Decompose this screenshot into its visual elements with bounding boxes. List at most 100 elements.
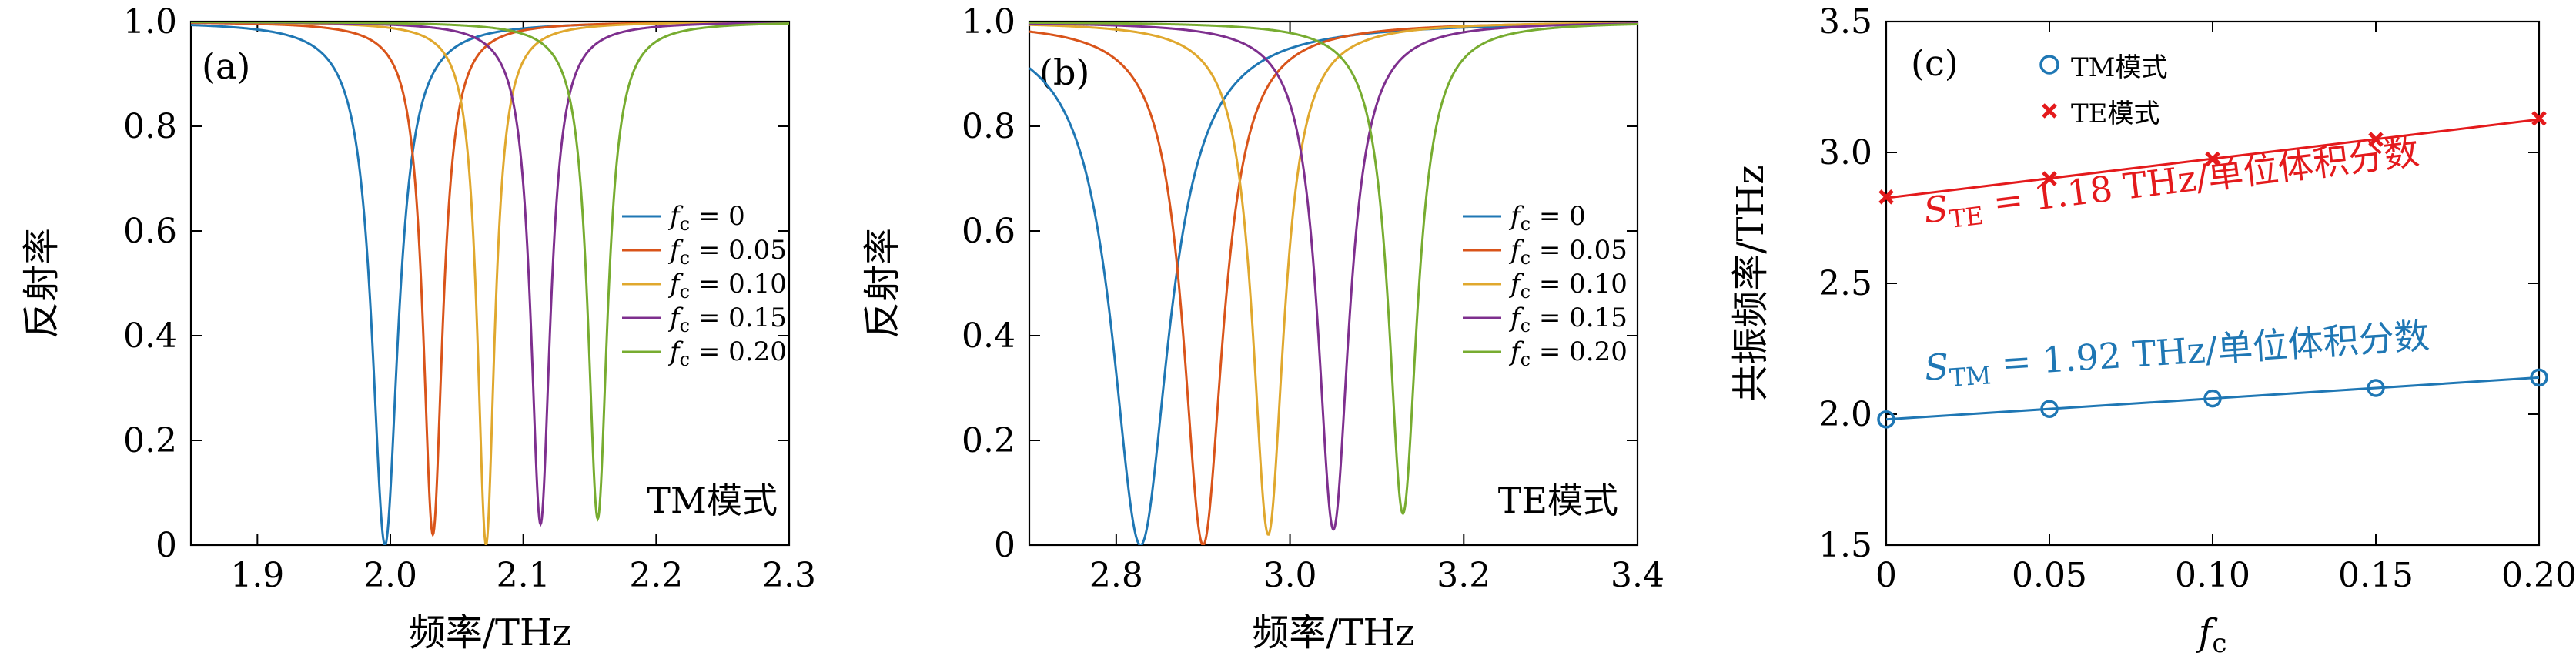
x-tick-label: 0.05: [2012, 556, 2087, 595]
legend-sub: c: [1521, 281, 1531, 303]
data-point-x: [2042, 171, 2057, 186]
y-tick-label: 0.2: [123, 421, 177, 460]
data-point-circle: [2040, 400, 2059, 418]
x-tick-label: 3.0: [1263, 556, 1317, 595]
y-tick-label: 1.0: [962, 2, 1015, 42]
legend-entry: TE模式: [2071, 99, 2160, 129]
series-line-5: [1029, 22, 1638, 516]
data-point-circle: [2530, 368, 2548, 387]
x-tick-label: 0: [1875, 556, 1897, 595]
legend-entry: fc = 0.10: [667, 269, 787, 303]
x-axis-label: fc: [2196, 611, 2227, 659]
y-tick-label: 0.8: [123, 107, 177, 146]
legend-marker-circle: [2039, 55, 2059, 75]
panel-label: (a): [202, 45, 250, 87]
x-tick-label: 0.20: [2501, 556, 2576, 595]
legend-eq: = 0.20: [1531, 336, 1628, 367]
legend-marker-x: [2042, 103, 2057, 119]
series-line-5: [191, 22, 789, 522]
y-tick-label: 0.6: [962, 212, 1015, 251]
legend-eq: = 0.15: [690, 303, 787, 333]
legend-sub: c: [680, 247, 690, 269]
data-point-x: [2531, 111, 2547, 126]
data-point-x: [2205, 151, 2220, 167]
x-tick-label: 0.15: [2338, 556, 2414, 595]
legend-eq: = 0.15: [1531, 303, 1628, 333]
y-tick-label: 3.0: [1818, 133, 1872, 172]
legend-eq: = 0.05: [690, 235, 787, 266]
y-tick-label: 2.5: [1818, 264, 1872, 303]
x-axis-label: 频率/THz: [409, 611, 571, 654]
annotation-sub: TM: [1949, 360, 1992, 392]
y-tick-label: 1.5: [1818, 526, 1872, 565]
y-tick-label: 0.6: [123, 212, 177, 251]
legend-entry: fc = 0.20: [667, 336, 787, 370]
legend-eq: = 0: [690, 201, 745, 232]
panel-label: (c): [1911, 42, 1959, 84]
x-tick-label: 2.8: [1089, 556, 1143, 595]
y-tick-label: 0.2: [962, 421, 1015, 460]
annotation-text: = 1.92 THz/单位体积分数: [1989, 315, 2431, 384]
legend-sub: c: [1521, 349, 1531, 370]
mode-label: TE模式: [1498, 480, 1618, 521]
data-point-circle: [2203, 389, 2222, 408]
plot-frame: [1885, 20, 2541, 547]
legend-entry: fc = 0.10: [1508, 269, 1628, 303]
y-tick-label: 3.5: [1818, 2, 1872, 42]
y-axis-label: 共振频率/THz: [1729, 165, 1772, 401]
annotation-var: S: [1922, 187, 1951, 231]
annotation-text: = 1.18 THz/单位体积分数: [1979, 131, 2421, 225]
x-tick-label: 3.4: [1611, 556, 1664, 595]
panel-label: (b): [1039, 52, 1089, 93]
legend-sub: c: [1521, 315, 1531, 336]
plot-frame: [1028, 20, 1639, 547]
legend-entry: fc = 0: [1508, 201, 1586, 235]
legend-sub: c: [680, 349, 690, 370]
legend-entry: fc = 0.20: [1508, 336, 1628, 370]
x-axis-label-sub: c: [2212, 628, 2226, 659]
data-point-circle: [2367, 379, 2385, 397]
legend-entry: fc = 0.05: [1508, 235, 1628, 269]
series-line-3: [1029, 22, 1638, 536]
legend-eq: = 0.20: [690, 336, 787, 367]
legend: TM模式 TE模式: [2039, 52, 2168, 129]
y-tick-label: 0.8: [962, 107, 1015, 146]
x-axis-label: 频率/THz: [1252, 611, 1414, 654]
data-point-x: [1878, 189, 1894, 205]
x-tick-label: 2.0: [363, 556, 417, 595]
legend-entry: fc = 0.15: [1508, 303, 1628, 336]
y-tick-label: 2.0: [1818, 395, 1872, 434]
legend-sub: c: [680, 213, 690, 235]
data-point-x: [2368, 132, 2384, 147]
legend-sub: c: [1521, 213, 1531, 235]
y-axis-label: 反射率: [861, 228, 904, 339]
y-axis-label: 反射率: [20, 228, 63, 339]
mode-label: TM模式: [647, 480, 778, 521]
x-tick-label: 1.9: [230, 556, 284, 595]
annotation-sub: TE: [1948, 201, 1986, 234]
legend-eq: = 0.10: [1531, 269, 1628, 299]
y-tick-label: 0.4: [962, 316, 1015, 356]
panel-3: 0 0.05 0.10 0.15 0.20 1.5 2.0 2.5 3.0 3.5 (c) 共振频率/…: [1729, 2, 2576, 659]
legend-eq: = 0: [1531, 201, 1586, 232]
x-tick-label: 3.2: [1437, 556, 1490, 595]
plot-frame: [189, 20, 791, 547]
legend-eq: = 0.05: [1531, 235, 1628, 266]
legend-entry: fc = 0.05: [667, 235, 787, 269]
x-tick-label: 2.1: [497, 556, 550, 595]
y-tick-label: 0: [994, 526, 1015, 565]
y-tick-label: 0: [156, 526, 177, 565]
panel-1: 1.9 2.0 2.1 2.2 2.3 0 0.2 0.4 0.6 0.8 1.0 (a) 反射率频率/…: [20, 2, 816, 654]
legend-entry: fc = 0.15: [667, 303, 787, 336]
slope-annotation-1: STE = 1.18 THz/单位体积分数: [1922, 131, 2422, 237]
data-point-circle: [1877, 410, 1895, 429]
legend-entry: fc = 0: [667, 201, 745, 235]
legend-eq: = 0.10: [690, 269, 787, 299]
series-line-4: [1029, 22, 1638, 531]
legend-sub: c: [1521, 247, 1531, 269]
slope-annotation-2: STM = 1.92 THz/单位体积分数: [1923, 315, 2431, 394]
panel-2: 2.8 3.0 3.2 3.4 0 0.2 0.4 0.6 0.8 1.0 (b) 反射率频率/THz…: [861, 2, 1664, 654]
annotation-var: S: [1923, 346, 1950, 389]
